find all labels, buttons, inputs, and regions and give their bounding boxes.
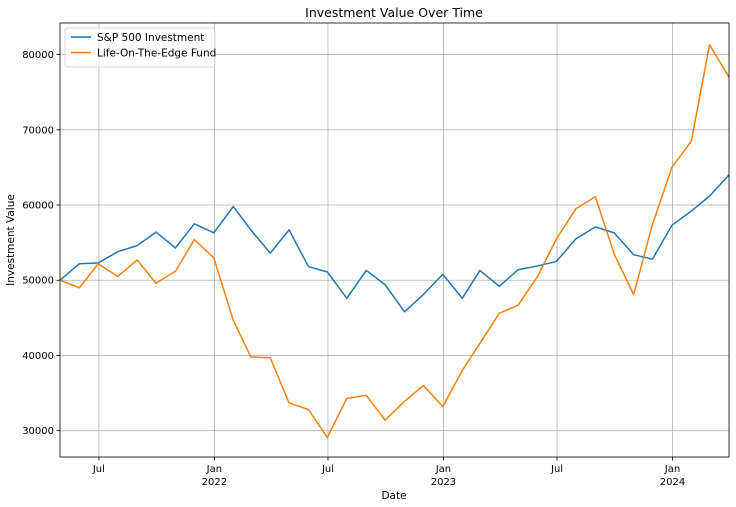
- y-axis-label: Investment Value: [5, 194, 17, 286]
- legend-label: Life-On-The-Edge Fund: [97, 47, 216, 59]
- x-tick-label: Jan: [206, 464, 222, 475]
- y-tick-label: 80000: [22, 50, 54, 61]
- y-axis: 30000 40000 50000 60000 70000 80000: [22, 50, 60, 437]
- y-tick-label: 30000: [22, 426, 54, 437]
- x-tick-sublabel: 2023: [431, 477, 456, 488]
- x-tick-sublabel: 2024: [660, 477, 685, 488]
- series-line-sp500: [59, 174, 730, 313]
- plot-frame: [59, 22, 730, 458]
- series-layer: [59, 44, 730, 439]
- legend-label: S&P 500 Investment: [97, 32, 204, 44]
- x-axis: Jul Jan 2022 Jul Jan 2023 Jul Jan 2024: [92, 457, 685, 488]
- x-tick-label: Jul: [321, 464, 334, 475]
- legend-box: [64, 27, 216, 68]
- x-tick-label: Jul: [550, 464, 563, 475]
- legend: S&P 500 Investment Life-On-The-Edge Fund: [64, 27, 216, 68]
- y-tick-label: 40000: [22, 351, 54, 362]
- y-tick-label: 50000: [22, 276, 54, 287]
- x-tick-label: Jan: [435, 464, 451, 475]
- grid-lines: [60, 23, 729, 457]
- y-tick-label: 70000: [22, 125, 54, 136]
- x-tick-sublabel: 2022: [202, 477, 227, 488]
- y-tick-label: 60000: [22, 201, 54, 212]
- plot-area: [60, 23, 729, 457]
- series-line-life-on-the-edge: [59, 44, 730, 439]
- x-tick-label: Jan: [664, 464, 680, 475]
- x-tick-label: Jul: [92, 464, 105, 475]
- chart-title: Investment Value Over Time: [305, 5, 483, 20]
- x-axis-label: Date: [381, 490, 406, 502]
